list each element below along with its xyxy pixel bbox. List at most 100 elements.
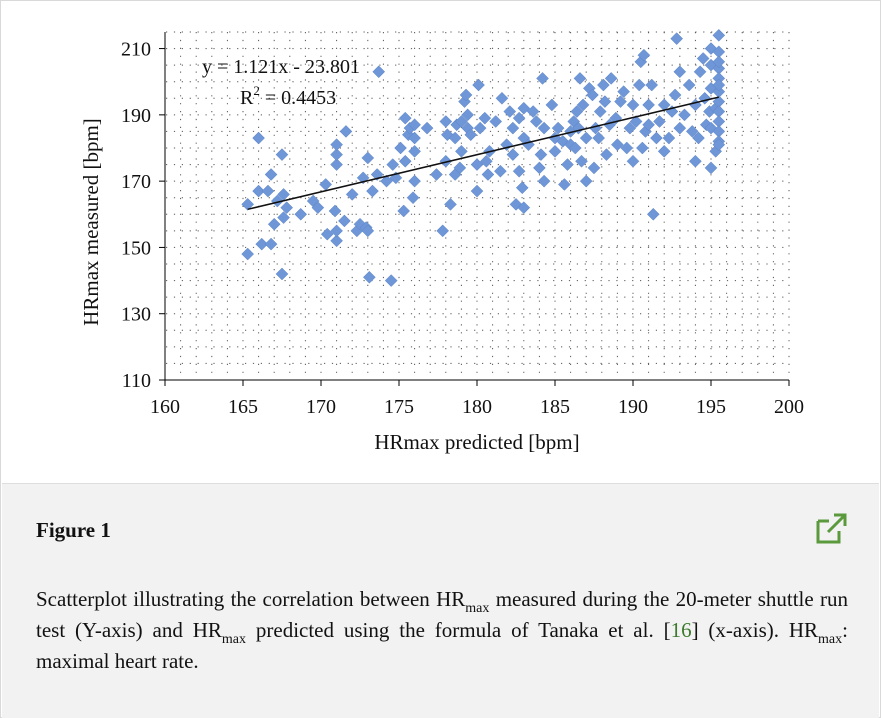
data-point [408, 131, 421, 145]
data-point [264, 237, 278, 251]
data-point [480, 154, 493, 168]
data-point [650, 131, 663, 145]
figure-label: Figure 1 [36, 518, 111, 542]
data-point [712, 55, 726, 69]
data-point [568, 141, 582, 155]
data-point [529, 115, 543, 128]
data-point [386, 158, 400, 171]
data-point [626, 154, 640, 168]
data-point [420, 121, 434, 135]
data-point [536, 72, 549, 85]
y-tick-label: 150 [121, 237, 151, 259]
data-point [330, 158, 343, 171]
y-tick-label: 130 [121, 304, 151, 326]
x-tick-label: 200 [774, 396, 804, 418]
x-tick-label: 165 [228, 396, 258, 418]
data-point [464, 128, 478, 142]
data-point [617, 85, 630, 99]
data-point [533, 161, 546, 175]
trendline [247, 96, 719, 211]
data-point [653, 115, 666, 128]
x-tick-label: 185 [540, 396, 570, 418]
data-point [473, 121, 487, 135]
data-point [319, 178, 333, 191]
data-point [478, 111, 492, 125]
data-point [689, 98, 702, 112]
data-point [632, 78, 646, 92]
data-point [439, 115, 453, 128]
data-point [512, 111, 526, 125]
data-point [579, 131, 593, 145]
data-point [712, 138, 726, 152]
data-point [372, 65, 386, 79]
data-point [470, 158, 484, 171]
data-point [408, 118, 421, 132]
x-tick-label: 190 [618, 396, 648, 418]
data-point [620, 141, 634, 155]
data-point [576, 98, 590, 112]
data-point [275, 148, 289, 161]
data-point [693, 65, 707, 79]
data-point [611, 138, 624, 152]
data-point [673, 65, 687, 79]
data-point [366, 184, 379, 198]
data-point [408, 144, 421, 158]
data-point [448, 131, 462, 145]
data-point [241, 197, 255, 211]
ticks: 160 165 170 175 180 185 190 195 200 110 130 150 170 1… [121, 39, 804, 418]
data-point [692, 131, 705, 145]
data-point [470, 184, 484, 198]
data-point [252, 131, 265, 145]
data-point [361, 151, 375, 165]
data-point [637, 48, 651, 62]
data-point [453, 161, 467, 175]
data-point [339, 125, 353, 138]
trendline-equation: y = 1.121x - 23.801 [202, 56, 360, 78]
data-point [241, 247, 255, 261]
x-tick-label: 195 [696, 396, 726, 418]
data-point [689, 154, 702, 168]
data-point [534, 148, 548, 161]
data-point [506, 121, 520, 135]
data-point [517, 201, 531, 215]
open-in-new-window-icon[interactable] [814, 512, 848, 546]
data-point [330, 148, 343, 161]
data-point [489, 115, 503, 128]
y-axis-label: HRmax measured [bpm] [79, 118, 103, 326]
data-point [252, 184, 265, 198]
chart-container: 160 165 170 175 180 185 190 195 200 110 130 150 170 1… [2, 2, 879, 482]
data-point [275, 267, 289, 281]
data-point [461, 108, 474, 122]
data-point [512, 164, 526, 178]
data-point [526, 105, 540, 118]
data-point [678, 108, 691, 122]
data-point [626, 98, 640, 112]
data-point [668, 88, 682, 102]
data-point [712, 28, 726, 42]
reference-link-16[interactable]: 16 [670, 618, 692, 642]
data-point [398, 111, 412, 125]
data-point [363, 270, 376, 284]
data-point [330, 224, 343, 238]
data-point [629, 115, 643, 128]
y-tick-label: 210 [121, 39, 151, 61]
data-point [597, 78, 610, 92]
caption-panel: Figure 1 Scatterplot illustrating the co… [2, 483, 879, 718]
data-point [573, 72, 587, 85]
data-point [436, 224, 450, 238]
data-point [670, 32, 684, 45]
y-tick-label: 170 [121, 171, 151, 193]
data-point [406, 191, 420, 205]
data-point [495, 91, 509, 105]
data-point [657, 98, 671, 112]
data-point [515, 181, 529, 195]
data-point [345, 188, 359, 201]
x-axis-label: HRmax predicted [bpm] [374, 430, 579, 454]
data-point [551, 121, 565, 135]
data-point [255, 237, 269, 251]
data-point [261, 184, 275, 198]
data-point [537, 121, 551, 135]
scatter-chart: 160 165 170 175 180 185 190 195 200 110 130 150 170 1… [79, 28, 804, 454]
data-point [517, 101, 531, 115]
